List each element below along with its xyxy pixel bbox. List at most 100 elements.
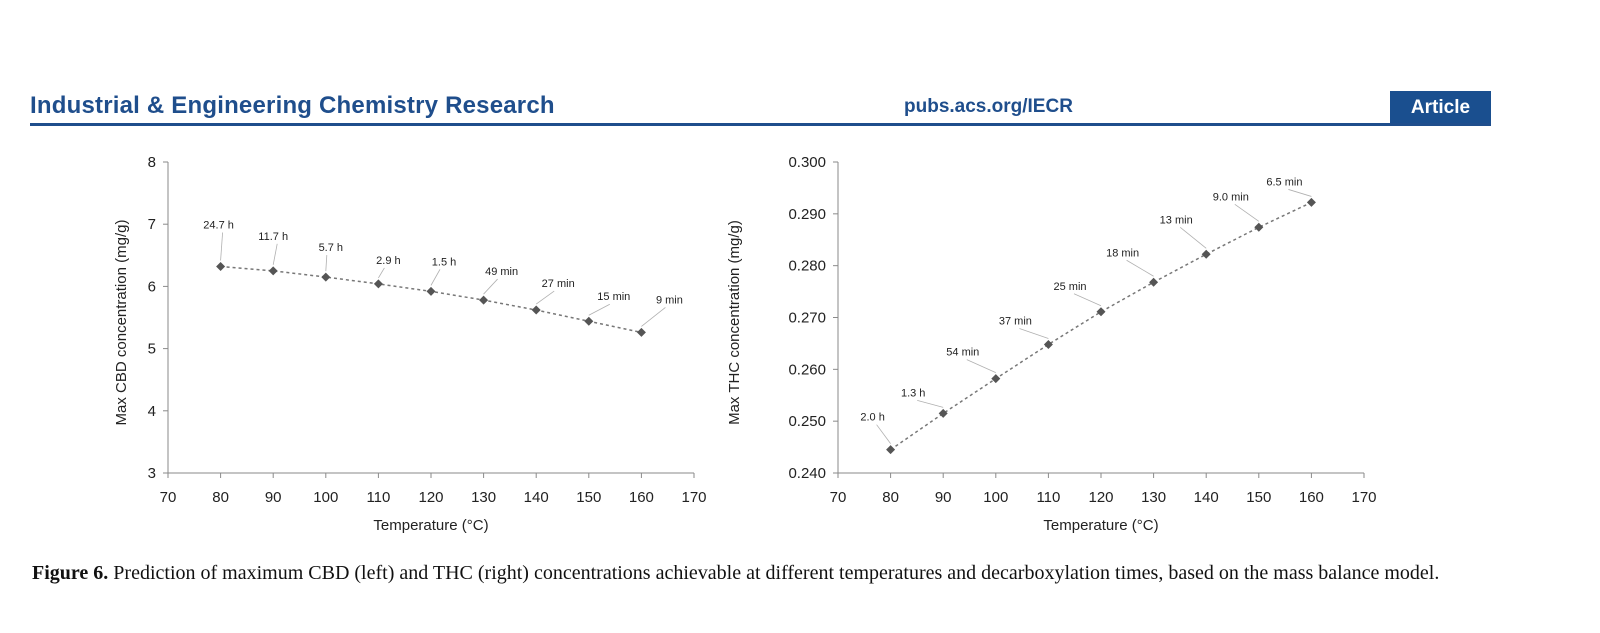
- data-point-marker: [373, 279, 383, 289]
- data-point-annotation: 37 min: [999, 315, 1032, 327]
- data-point-marker: [216, 261, 226, 271]
- y-tick-label: 0.260: [788, 361, 826, 378]
- data-point-marker: [886, 445, 896, 455]
- data-point-marker: [584, 316, 594, 326]
- y-tick-label: 3: [148, 465, 156, 482]
- data-point-marker: [1306, 197, 1316, 207]
- data-point-annotation: 1.3 h: [901, 387, 925, 399]
- x-tick-label: 90: [265, 489, 282, 506]
- data-point-marker: [268, 266, 278, 276]
- figure-label: Figure 6.: [32, 562, 109, 584]
- series-line: [890, 201, 1312, 451]
- journal-title: Industrial & Engineering Chemistry Resea…: [30, 92, 555, 119]
- data-point-annotation: 18 min: [1106, 247, 1139, 259]
- y-tick-label: 0.250: [788, 413, 826, 430]
- caption-text: Prediction of maximum CBD (left) and THC…: [108, 562, 1440, 584]
- data-point-marker: [531, 305, 541, 315]
- data-point-annotation: 1.5 h: [432, 256, 456, 268]
- data-point-annotation: 2.9 h: [376, 255, 400, 267]
- data-point-marker: [1096, 307, 1106, 317]
- annotation-leader: [1288, 189, 1312, 197]
- data-point-annotation: 6.5 min: [1266, 176, 1302, 188]
- annotation-leader: [1234, 203, 1260, 222]
- y-tick-label: 6: [148, 278, 156, 295]
- data-point-annotation: 27 min: [542, 278, 575, 290]
- series-line: [220, 265, 642, 334]
- x-tick-label: 160: [1299, 489, 1324, 506]
- annotation-leader: [430, 269, 441, 286]
- data-point-annotation: 15 min: [597, 291, 630, 303]
- article-badge: Article: [1390, 91, 1491, 125]
- x-tick-label: 170: [681, 489, 706, 506]
- x-tick-label: 70: [160, 489, 177, 506]
- data-point-marker: [938, 408, 948, 418]
- annotation-leader: [588, 303, 610, 316]
- data-point-annotation: 2.0 h: [860, 412, 884, 424]
- data-point-marker: [321, 272, 331, 282]
- chart-panel-1: 70 80 90 100 110 120 130 140 150 160 170 3 4 5 6 7 8 Temp…: [113, 154, 707, 534]
- y-tick-label: 0.280: [788, 258, 826, 275]
- x-tick-label: 110: [366, 489, 390, 506]
- y-axis-title: Max THC concentration (mg/g): [726, 220, 743, 425]
- y-axis-title: Max CBD concentration (mg/g): [113, 220, 130, 426]
- annotation-leader: [378, 267, 385, 279]
- annotation-leader: [966, 359, 996, 374]
- annotation-leader: [1179, 226, 1207, 249]
- data-point-annotation: 25 min: [1053, 281, 1086, 293]
- x-tick-label: 150: [576, 489, 601, 506]
- x-tick-label: 70: [830, 489, 847, 506]
- x-tick-label: 130: [1141, 489, 1166, 506]
- x-tick-label: 80: [212, 489, 229, 506]
- data-point-marker: [479, 295, 489, 305]
- data-point-marker: [1201, 249, 1211, 259]
- x-tick-label: 140: [524, 489, 549, 506]
- data-point-marker: [1254, 222, 1264, 232]
- y-tick-label: 7: [148, 216, 156, 233]
- annotation-leader: [272, 243, 278, 265]
- annotation-leader: [483, 278, 498, 295]
- figure-caption: Figure 6. Prediction of maximum CBD (lef…: [32, 560, 1472, 587]
- annotation-leader: [641, 307, 666, 327]
- x-tick-label: 100: [983, 489, 1008, 506]
- x-tick-label: 120: [418, 489, 443, 506]
- data-point-marker: [991, 374, 1001, 384]
- x-tick-label: 100: [313, 489, 338, 506]
- annotation-leader: [325, 255, 328, 272]
- x-tick-label: 90: [935, 489, 952, 506]
- x-axis-title: Temperature (°C): [373, 517, 488, 534]
- annotation-leader: [1073, 293, 1102, 307]
- x-tick-label: 130: [471, 489, 496, 506]
- annotation-leader: [917, 400, 944, 408]
- annotation-leader: [535, 290, 555, 305]
- y-tick-label: 0.300: [788, 154, 826, 171]
- x-tick-label: 110: [1036, 489, 1060, 506]
- y-tick-label: 0.270: [788, 310, 826, 327]
- x-tick-label: 120: [1088, 489, 1113, 506]
- data-point-marker: [636, 327, 646, 337]
- annotation-leader: [876, 424, 891, 444]
- x-tick-label: 150: [1246, 489, 1271, 506]
- annotation-leader: [1019, 328, 1049, 339]
- data-point-marker: [426, 286, 436, 296]
- header-rule: [30, 123, 1491, 126]
- x-tick-label: 140: [1194, 489, 1219, 506]
- y-tick-label: 5: [148, 341, 156, 358]
- x-tick-label: 170: [1351, 489, 1376, 506]
- journal-url-link[interactable]: pubs.acs.org/IECR: [904, 96, 1073, 117]
- y-tick-label: 0.290: [788, 206, 826, 223]
- y-tick-label: 4: [148, 403, 156, 420]
- y-tick-label: 8: [148, 154, 156, 171]
- x-tick-label: 80: [882, 489, 899, 506]
- data-point-annotation: 5.7 h: [319, 242, 343, 254]
- data-point-annotation: 9 min: [656, 294, 683, 306]
- annotation-leader: [220, 232, 223, 261]
- chart-panel-2: 70 80 90 100 110 120 130 140 150 160 170 0.240 0.250…: [726, 154, 1377, 534]
- data-point-annotation: 49 min: [485, 266, 518, 278]
- data-point-marker: [1149, 277, 1159, 287]
- journal-header: Industrial & Engineering Chemistry Resea…: [30, 88, 1491, 126]
- data-point-annotation: 24.7 h: [203, 219, 234, 231]
- data-point-marker: [1043, 339, 1053, 349]
- y-tick-label: 0.240: [788, 465, 826, 482]
- x-tick-label: 160: [629, 489, 654, 506]
